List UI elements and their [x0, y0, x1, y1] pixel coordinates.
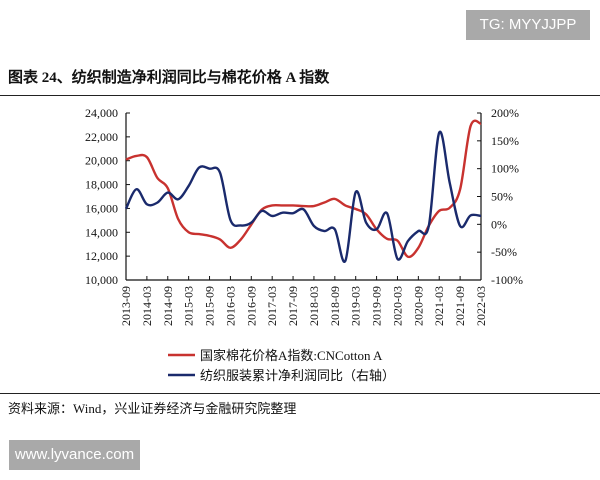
x-tick-label: 2022-03 [474, 286, 488, 326]
right-tick-label: -100% [491, 273, 523, 287]
watermark-bottom: www.lyvance.com [9, 440, 140, 470]
x-tick-label: 2019-03 [349, 286, 363, 326]
left-tick-label: 10,000 [85, 273, 118, 287]
left-tick-label: 18,000 [85, 178, 118, 192]
right-tick-label: -50% [491, 245, 517, 259]
series-line-2 [124, 130, 482, 263]
x-tick-label: 2014-09 [161, 286, 175, 326]
x-tick-label: 2015-03 [182, 286, 196, 326]
x-tick-label: 2020-03 [390, 286, 404, 326]
x-tick-label: 2017-03 [265, 286, 279, 326]
legend-label-2: 纺织服装累计净利润同比（右轴） [200, 368, 395, 383]
title-divider [0, 95, 600, 96]
x-tick-label: 2020-09 [411, 286, 425, 326]
x-tick-label: 2013-09 [119, 286, 133, 326]
x-tick-label: 2019-09 [370, 286, 384, 326]
left-tick-label: 24,000 [85, 106, 118, 120]
x-tick-label: 2016-03 [223, 286, 237, 326]
x-tick-label: 2018-03 [307, 286, 321, 326]
left-tick-label: 22,000 [85, 130, 118, 144]
left-tick-label: 14,000 [85, 225, 118, 239]
legend-label-1: 国家棉花价格A指数:CNCotton A [200, 348, 383, 363]
right-tick-label: 100% [491, 162, 519, 176]
x-tick-label: 2021-09 [453, 286, 467, 326]
left-tick-label: 20,000 [85, 154, 118, 168]
right-tick-label: 50% [491, 190, 513, 204]
x-tick-label: 2014-03 [140, 286, 154, 326]
source-note: 资料来源：Wind，兴业证券经济与金融研究院整理 [8, 401, 297, 416]
chart-title: 图表 24、纺织制造净利润同比与棉花价格 A 指数 [8, 70, 330, 86]
right-tick-label: 0% [491, 217, 507, 231]
x-tick-label: 2016-09 [244, 286, 258, 326]
x-tick-label: 2017-09 [286, 286, 300, 326]
left-tick-label: 16,000 [85, 201, 118, 215]
x-tick-label: 2021-03 [432, 286, 446, 326]
series-line-1 [125, 119, 482, 259]
right-tick-label: 200% [491, 106, 519, 120]
source-divider [0, 393, 600, 394]
right-tick-label: 150% [491, 134, 519, 148]
x-tick-label: 2015-09 [203, 286, 217, 326]
x-tick-label: 2018-09 [328, 286, 342, 326]
chart: 10,000 12,000 14,000 16,000 18,000 20,000 22,0… [85, 106, 523, 383]
watermark-top: TG: MYYJJPP [466, 10, 590, 40]
left-tick-label: 12,000 [85, 249, 118, 263]
